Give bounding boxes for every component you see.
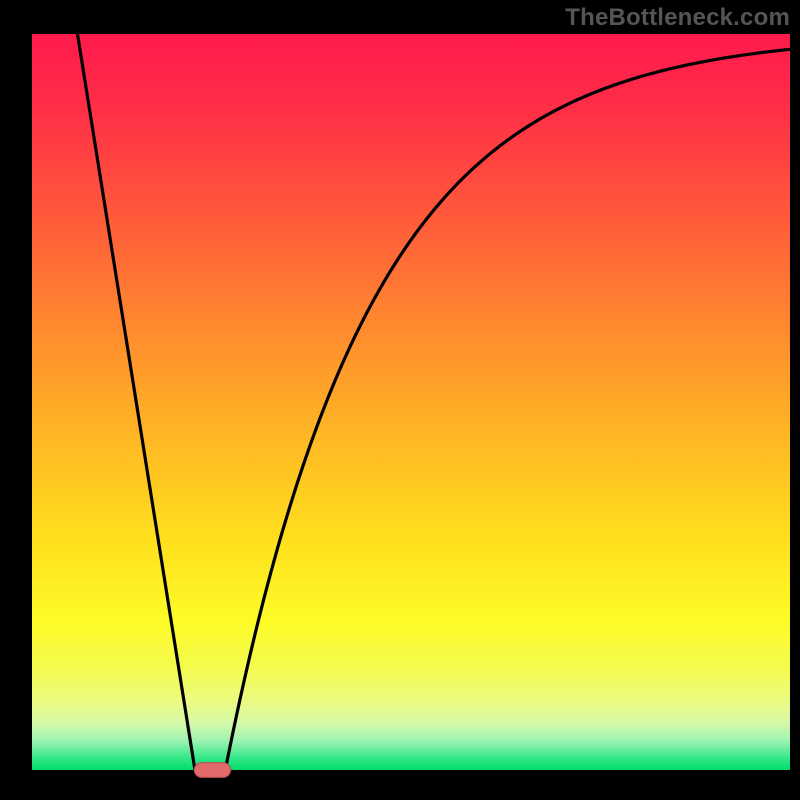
bottleneck-chart — [0, 0, 800, 800]
valley-marker — [194, 763, 230, 778]
chart-container: TheBottleneck.com — [0, 0, 800, 800]
plot-area — [32, 34, 790, 770]
watermark-text: TheBottleneck.com — [565, 4, 790, 32]
